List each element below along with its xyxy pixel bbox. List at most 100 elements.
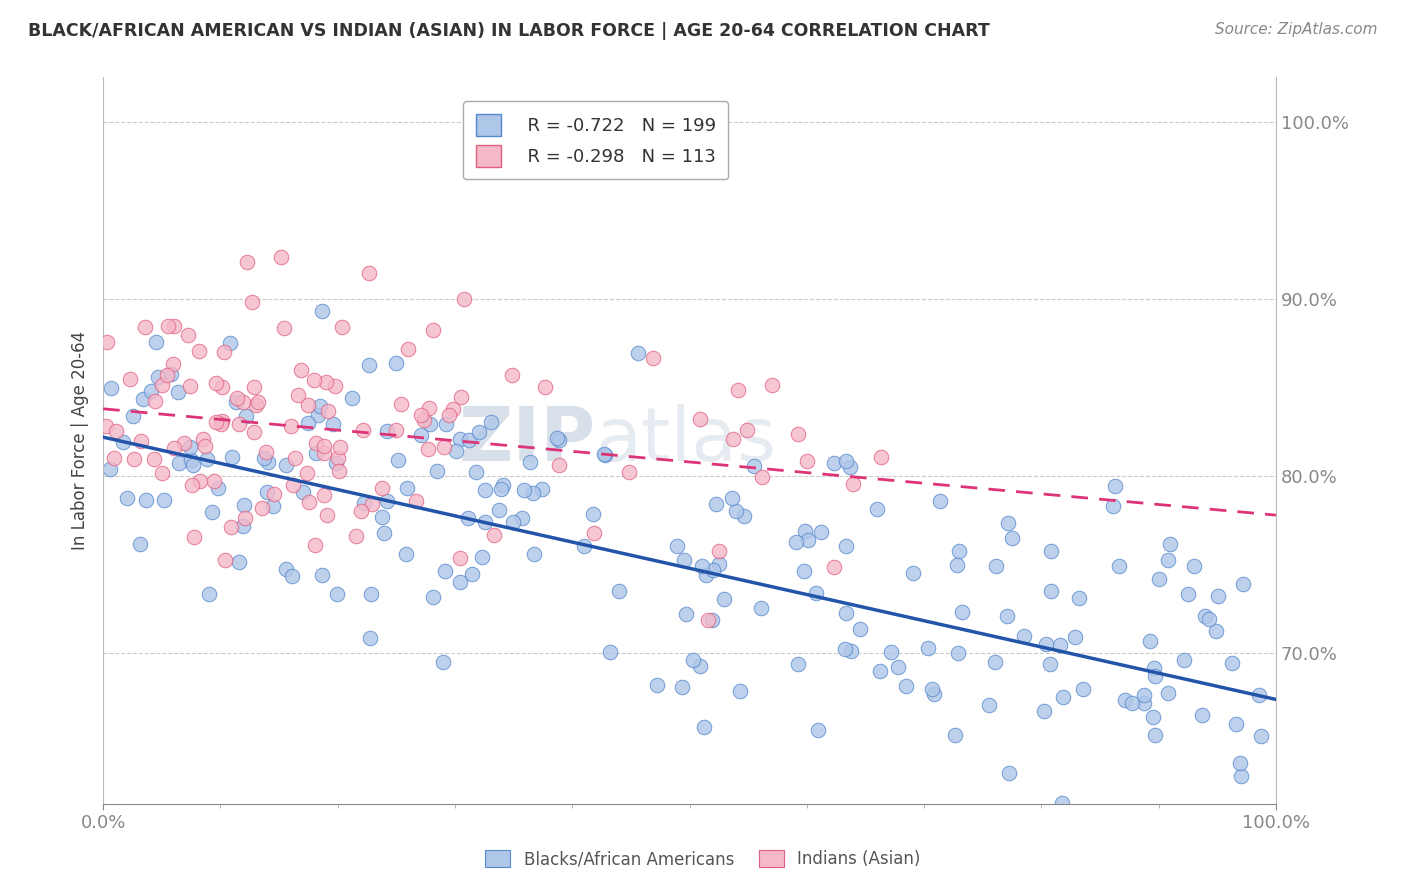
Point — [574, 539, 596, 553]
Point — [866, 502, 889, 516]
Point — [1071, 682, 1094, 697]
Point — [274, 561, 297, 575]
Point — [1177, 587, 1199, 601]
Point — [207, 481, 229, 495]
Point — [693, 720, 716, 734]
Point — [98, 462, 121, 476]
Point — [385, 423, 408, 437]
Point — [179, 440, 201, 454]
Point — [1143, 660, 1166, 674]
Point — [146, 369, 169, 384]
Point — [387, 453, 409, 467]
Point — [243, 425, 266, 439]
Point — [501, 368, 523, 382]
Point — [751, 470, 773, 484]
Point — [835, 606, 858, 620]
Point — [120, 372, 142, 386]
Point — [474, 483, 496, 497]
Point — [489, 483, 512, 497]
Point — [150, 377, 173, 392]
Point — [434, 417, 457, 431]
Point — [329, 440, 352, 454]
Point — [1147, 572, 1170, 586]
Point — [305, 446, 328, 460]
Point — [353, 496, 375, 510]
Point — [839, 644, 862, 658]
Point — [389, 397, 412, 411]
Point — [212, 344, 235, 359]
Point — [221, 450, 243, 464]
Point — [177, 328, 200, 343]
Point — [457, 510, 479, 524]
Point — [180, 478, 202, 492]
Point — [373, 525, 395, 540]
Point — [921, 681, 943, 696]
Point — [690, 558, 713, 573]
Point — [793, 564, 815, 578]
Point — [1198, 611, 1220, 625]
Point — [297, 416, 319, 430]
Point — [359, 266, 381, 280]
Point — [823, 457, 845, 471]
Point — [484, 528, 506, 542]
Point — [979, 698, 1001, 712]
Point — [704, 497, 727, 511]
Point — [733, 508, 755, 523]
Point — [395, 547, 418, 561]
Point — [834, 641, 856, 656]
Point — [297, 466, 319, 480]
Point — [228, 555, 250, 569]
Text: Source: ZipAtlas.com: Source: ZipAtlas.com — [1215, 22, 1378, 37]
Point — [274, 458, 297, 472]
Point — [180, 452, 202, 467]
Point — [842, 477, 865, 491]
Point — [169, 457, 191, 471]
Point — [117, 491, 139, 506]
Point — [1159, 537, 1181, 551]
Point — [316, 508, 339, 522]
Point — [205, 415, 228, 429]
Point — [322, 417, 344, 431]
Point — [807, 723, 830, 737]
Point — [290, 362, 312, 376]
Point — [162, 357, 184, 371]
Text: atlas: atlas — [596, 404, 776, 477]
Point — [1012, 629, 1035, 643]
Point — [132, 392, 155, 407]
Point — [1064, 630, 1087, 644]
Point — [219, 519, 242, 533]
Point — [122, 409, 145, 423]
Point — [810, 525, 832, 540]
Point — [838, 459, 860, 474]
Point — [188, 343, 211, 358]
Point — [183, 458, 205, 473]
Point — [135, 492, 157, 507]
Point — [512, 483, 534, 498]
Point — [416, 442, 439, 457]
Point — [1049, 638, 1071, 652]
Point — [835, 454, 858, 468]
Point — [1139, 634, 1161, 648]
Point — [326, 587, 349, 601]
Point — [1191, 708, 1213, 723]
Point — [191, 432, 214, 446]
Point — [689, 412, 711, 426]
Point — [834, 539, 856, 553]
Point — [707, 557, 730, 571]
Point — [304, 538, 326, 552]
Point — [479, 416, 502, 430]
Point — [384, 356, 406, 370]
Point — [1173, 653, 1195, 667]
Point — [318, 404, 340, 418]
Point — [195, 451, 218, 466]
Point — [311, 304, 333, 318]
Legend:   R = -0.722   N = 199,   R = -0.298   N = 113: R = -0.722 N = 199, R = -0.298 N = 113 — [463, 101, 728, 179]
Point — [235, 409, 257, 424]
Point — [209, 417, 232, 431]
Point — [519, 455, 541, 469]
Point — [453, 292, 475, 306]
Point — [1144, 728, 1167, 742]
Point — [156, 319, 179, 334]
Point — [1035, 637, 1057, 651]
Point — [474, 515, 496, 529]
